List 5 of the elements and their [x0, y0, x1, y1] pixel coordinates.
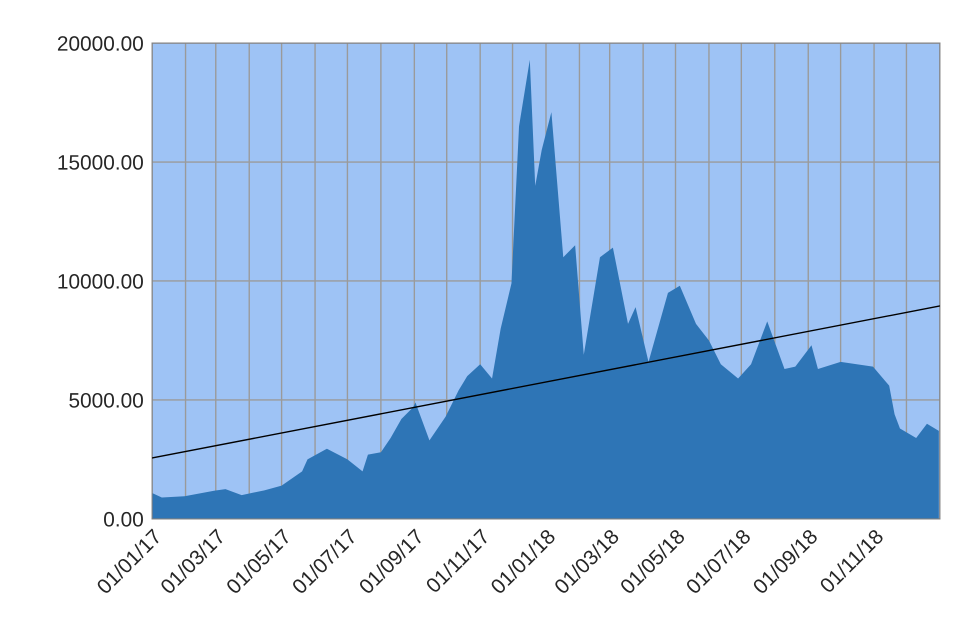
y-tick-label: 0.00	[104, 512, 143, 527]
y-tick-label: 15000.00	[58, 155, 143, 170]
y-tick-label: 10000.00	[58, 274, 143, 289]
y-tick-label: 5000.00	[69, 392, 143, 408]
y-tick-label: 20000.00	[58, 36, 143, 51]
